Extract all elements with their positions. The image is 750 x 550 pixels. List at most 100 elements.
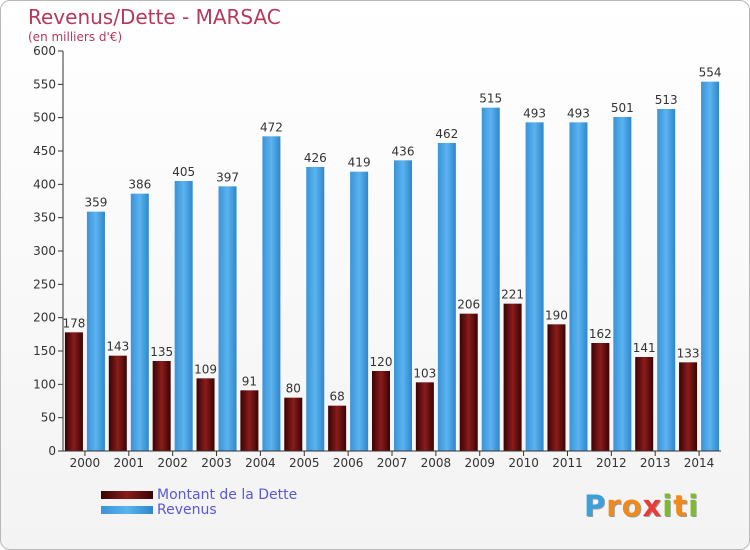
bar-debt	[196, 378, 215, 451]
logo-letter: o	[621, 489, 643, 523]
y-tick-label: 300	[33, 244, 56, 258]
bar-debt	[240, 390, 259, 451]
legend-item-revenue: Revenus	[101, 501, 297, 518]
proxiti-logo: Proxiti	[584, 489, 699, 523]
data-label: 80	[286, 382, 301, 396]
data-label: 405	[172, 165, 195, 179]
bar-debt	[503, 303, 522, 451]
x-tick-label: 2003	[201, 456, 232, 470]
data-label: 141	[633, 341, 656, 355]
bar-revenue	[525, 122, 544, 451]
bar-debt	[152, 361, 171, 451]
legend-label-debt: Montant de la Dette	[157, 486, 298, 503]
y-tick-label: 250	[33, 277, 56, 291]
bar-revenue	[130, 193, 149, 451]
x-tick-label: 2001	[114, 456, 145, 470]
bar-debt	[64, 332, 83, 451]
x-tick-label: 2009	[464, 456, 495, 470]
data-label: 493	[567, 106, 590, 120]
bar-debt	[415, 382, 434, 451]
data-label: 221	[501, 288, 524, 302]
data-label: 493	[523, 106, 546, 120]
x-tick-label: 2006	[333, 456, 364, 470]
y-tick-label: 0	[48, 444, 56, 458]
bar-debt	[459, 313, 478, 451]
legend-item-debt: Montant de la Dette	[101, 486, 298, 503]
chart-subtitle: (en milliers d'€)	[28, 30, 123, 44]
y-tick-label: 400	[33, 177, 56, 191]
chart-title: Revenus/Dette - MARSAC	[28, 5, 281, 29]
bar-revenue	[613, 117, 632, 451]
data-label: 386	[128, 178, 151, 192]
y-tick-label: 500	[33, 111, 56, 125]
y-tick-label: 200	[33, 311, 56, 325]
bar-debt	[372, 371, 390, 451]
logo-letter: r	[606, 489, 622, 523]
data-label: 190	[545, 308, 568, 322]
x-tick-label: 2012	[596, 456, 627, 470]
data-label: 515	[479, 92, 502, 106]
bar-debt	[328, 405, 347, 451]
logo-letter: i	[662, 489, 674, 523]
x-tick-label: 2010	[508, 456, 539, 470]
y-tick-label: 50	[41, 411, 56, 425]
bar-revenue	[481, 107, 500, 452]
logo-letter: x	[642, 489, 663, 523]
x-tick-label: 2013	[640, 456, 671, 470]
bar-revenue	[262, 136, 281, 452]
data-label: 436	[392, 144, 415, 158]
bar-debt	[108, 355, 127, 451]
data-label: 135	[150, 345, 173, 359]
bar-debt	[635, 357, 654, 451]
logo-letter: P	[584, 489, 607, 523]
x-tick-label: 2007	[377, 456, 408, 470]
bar-revenue	[701, 81, 720, 452]
logo-letter: i	[688, 489, 700, 523]
data-label: 68	[329, 390, 344, 404]
data-label: 109	[194, 362, 217, 376]
x-tick-label: 2011	[552, 456, 583, 470]
data-label: 120	[370, 355, 393, 369]
data-label: 462	[435, 127, 458, 141]
data-label: 178	[62, 316, 85, 330]
bar-revenue	[306, 167, 325, 451]
data-label: 419	[348, 156, 371, 170]
data-label: 133	[677, 346, 700, 360]
data-label: 162	[589, 327, 612, 341]
bar-debt	[591, 343, 610, 451]
legend-swatch-debt	[101, 490, 153, 499]
bar-revenue	[218, 186, 237, 452]
bar-revenue	[86, 211, 105, 451]
bar-revenue	[174, 181, 193, 451]
data-label: 472	[260, 120, 283, 134]
data-label: 359	[84, 196, 107, 210]
data-label: 501	[611, 101, 634, 115]
bar-debt	[284, 397, 303, 451]
y-tick-label: 450	[33, 144, 56, 158]
chart-legend: Montant de la Dette Revenus	[101, 486, 298, 518]
bar-revenue	[437, 143, 456, 451]
bar-revenue	[350, 171, 369, 451]
data-label: 143	[106, 340, 129, 354]
x-tick-label: 2008	[421, 456, 452, 470]
logo-letter: t	[673, 489, 689, 523]
data-label: 91	[242, 374, 257, 388]
y-tick-label: 600	[33, 44, 56, 58]
legend-label-revenue: Revenus	[157, 501, 217, 518]
x-tick-label: 2005	[289, 456, 320, 470]
legend-swatch-revenue	[101, 505, 153, 514]
bar-revenue	[569, 122, 588, 451]
data-label: 513	[655, 93, 678, 107]
data-label: 426	[304, 151, 327, 165]
data-label: 397	[216, 170, 239, 184]
y-tick-label: 350	[33, 211, 56, 225]
data-label: 206	[457, 298, 480, 312]
x-tick-label: 2000	[70, 456, 101, 470]
bar-debt	[679, 362, 698, 451]
data-label: 103	[413, 366, 436, 380]
bar-revenue	[657, 109, 676, 451]
x-tick-label: 2014	[684, 456, 715, 470]
x-tick-label: 2004	[245, 456, 276, 470]
